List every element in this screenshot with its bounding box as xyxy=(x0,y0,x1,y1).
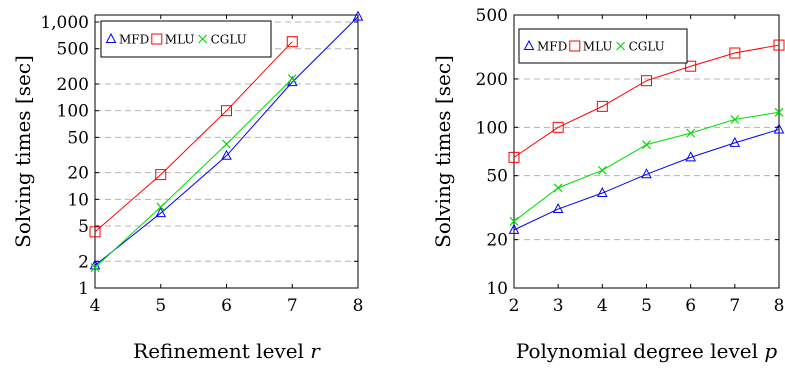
x-tick-label: 8 xyxy=(774,296,785,316)
x-tick-label: 7 xyxy=(287,296,298,316)
y-axis-label: Solving times [sec] xyxy=(11,55,35,248)
y-tick-label: 50 xyxy=(486,167,508,187)
data-point xyxy=(552,202,564,214)
data-point xyxy=(509,216,519,226)
series-line xyxy=(94,78,293,268)
legend-label: MFD xyxy=(537,40,567,54)
data-point xyxy=(156,202,166,212)
legend-label: MLU xyxy=(165,33,195,47)
data-point xyxy=(773,39,785,51)
y-tick-label: 100 xyxy=(476,118,508,138)
series-line xyxy=(94,41,293,233)
x-tick-label: 8 xyxy=(353,296,364,316)
data-point xyxy=(155,207,167,218)
y-tick-label: 100 xyxy=(57,102,89,122)
series-cglu xyxy=(509,107,784,226)
legend: MFD MLU CGLU xyxy=(518,28,688,64)
legend-label: MLU xyxy=(583,40,613,54)
y-tick-label: 10 xyxy=(67,190,89,210)
y-axis-label: Solving times [sec] xyxy=(431,55,455,248)
data-point xyxy=(685,60,697,72)
series-mfd xyxy=(508,123,785,234)
y-tick-label: 500 xyxy=(57,40,89,60)
data-point xyxy=(642,140,651,150)
chart-panel-1: 1 2 5 10 20 50 100 200 500 1,000 4 5 6 7 8 MFD MLU CGLU So… xyxy=(11,10,364,363)
data-point xyxy=(553,183,563,193)
legend-marker xyxy=(198,34,208,44)
data-point xyxy=(155,169,167,181)
data-point xyxy=(729,47,741,59)
data-point xyxy=(552,121,564,133)
series-line xyxy=(513,111,780,222)
y-tick-label: 200 xyxy=(57,75,89,95)
legend-marker xyxy=(616,41,626,51)
series-line xyxy=(94,16,359,266)
legend-label: MFD xyxy=(119,33,149,47)
legend-label: CGLU xyxy=(211,33,247,47)
series-line xyxy=(513,44,780,158)
y-tick-label: 20 xyxy=(67,164,89,184)
y-tick-label: 20 xyxy=(486,231,508,251)
y-tick-label: 2 xyxy=(78,252,89,272)
data-point xyxy=(730,114,740,124)
data-point xyxy=(222,139,231,149)
x-tick-label: 5 xyxy=(641,296,652,316)
x-tick-label: 4 xyxy=(597,296,608,316)
series-line xyxy=(513,128,780,231)
data-point xyxy=(597,186,608,198)
data-point xyxy=(221,105,232,117)
legend-label: CGLU xyxy=(629,40,665,54)
data-point xyxy=(596,100,608,112)
legend-box xyxy=(100,20,272,58)
data-point xyxy=(686,128,696,138)
data-point xyxy=(90,263,100,272)
y-tick-label: 10 xyxy=(486,279,508,299)
x-tick-label: 7 xyxy=(729,296,740,316)
x-axis-variable: r xyxy=(310,339,321,363)
x-axis-label: Refinement level r xyxy=(133,339,321,363)
data-point xyxy=(729,136,741,147)
legend-marker xyxy=(569,40,581,52)
series-cglu xyxy=(90,74,297,272)
y-tick-label: 5 xyxy=(78,217,89,237)
x-tick-label: 2 xyxy=(509,296,520,316)
y-tick-label: 500 xyxy=(476,6,508,26)
data-point xyxy=(597,165,607,175)
data-point xyxy=(641,168,652,179)
y-tick-label: 1,000 xyxy=(40,13,89,33)
series-mlu xyxy=(508,39,785,163)
data-point xyxy=(508,223,520,234)
legend-marker xyxy=(105,32,117,43)
x-tick-label: 3 xyxy=(553,296,564,316)
x-axis-variable: p xyxy=(764,339,777,363)
data-point xyxy=(352,10,364,21)
chart-panel-2: 10 20 50 100 200 500 2 3 4 5 6 7 8 MFD MLU CGLU Solving … xyxy=(431,6,785,363)
data-point xyxy=(685,151,696,162)
x-tick-label: 6 xyxy=(221,296,232,316)
y-tick-label: 50 xyxy=(67,128,89,148)
series-mlu xyxy=(89,36,298,238)
data-point xyxy=(221,149,232,160)
legend-marker xyxy=(151,33,163,45)
data-point xyxy=(773,123,785,134)
data-point xyxy=(774,107,784,117)
x-tick-label: 6 xyxy=(685,296,696,316)
y-tick-label: 200 xyxy=(476,70,508,90)
data-point xyxy=(287,74,297,84)
x-axis-label: Polynomial degree level p xyxy=(516,339,778,363)
y-tick-label: 1 xyxy=(78,279,89,299)
x-tick-label: 4 xyxy=(90,296,101,316)
legend: MFD MLU CGLU xyxy=(100,20,272,58)
legend-marker xyxy=(523,39,535,50)
data-point xyxy=(286,36,298,48)
data-point xyxy=(641,75,652,87)
data-point xyxy=(89,226,101,238)
x-tick-label: 5 xyxy=(155,296,166,316)
legend-box xyxy=(518,28,688,64)
data-point xyxy=(508,151,520,163)
